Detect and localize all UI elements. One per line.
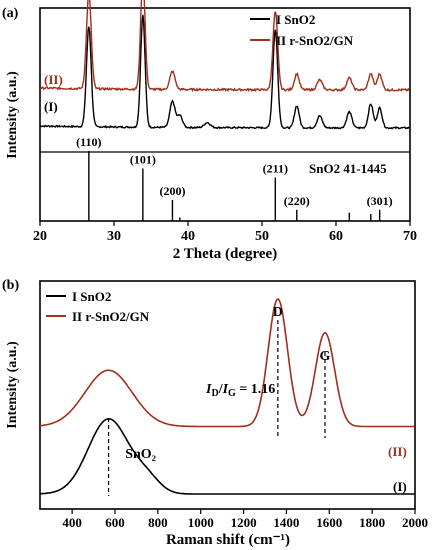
panel-a-legend: I SnO2 II r-SnO2/GN	[250, 12, 354, 48]
panel-a-x-ticks: 20 30 40 50 60 70	[33, 221, 417, 244]
curve-label-II-b: (II)	[388, 444, 407, 459]
ratio-g-sub: G	[228, 388, 236, 399]
ratio-slash: /	[218, 382, 224, 397]
legend-a-label-2: II r-SnO2/GN	[276, 33, 354, 48]
panel-b-x-axis-label: Raman shift (cm⁻¹)	[166, 532, 290, 548]
reference-hkl-label: (101)	[130, 153, 156, 167]
ratio-i-d: I	[205, 382, 212, 397]
raman-peak-label: G	[320, 349, 331, 364]
legend-a-label-1: I SnO2	[276, 12, 315, 27]
x-tick-label-a: 30	[107, 229, 121, 244]
reference-card-label: SnO2 41-1445	[309, 161, 387, 176]
x-tick-label-a: 50	[255, 229, 269, 244]
reference-hkl-label: (200)	[159, 184, 185, 198]
x-tick-label-a: 20	[33, 229, 47, 244]
ratio-d-sub: D	[211, 388, 218, 399]
curve-label-I-a: (I)	[44, 99, 58, 114]
panel-a-y-axis-label: Intensity (a.u.)	[5, 71, 20, 159]
panel-b-frame	[39, 280, 416, 510]
ratio-value: = 1.16	[236, 382, 275, 397]
x-tick-label-b: 1000	[188, 515, 214, 530]
curve-label-I-b: (I)	[393, 479, 407, 494]
ratio-i-g: I	[222, 382, 229, 397]
xrd-series-1-line	[39, 14, 410, 130]
xrd-series-2-line	[39, 0, 410, 93]
x-tick-label-b: 1200	[231, 515, 257, 530]
panel-a-series	[39, 0, 410, 130]
raman-series-2-line	[39, 298, 415, 428]
raman-peak-label: SnO₂	[125, 447, 156, 462]
panel-b-label: (b)	[2, 278, 19, 293]
panel-b-legend: I SnO2 II r-SnO2/GN	[46, 289, 150, 324]
panel-a: (a) (110) (101) (200) (211) (220) (301) 20 30 4…	[2, 0, 417, 262]
reference-hkl-label: (220)	[284, 194, 310, 208]
reference-hkl-label: (211)	[263, 162, 288, 176]
curve-label-II-a: (II)	[44, 72, 63, 87]
x-tick-label-a: 70	[403, 229, 417, 244]
x-tick-label-b: 600	[105, 515, 125, 530]
x-tick-label-b: 2000	[402, 515, 428, 530]
panel-a-reference-pattern: (110) (101) (200) (211) (220) (301)	[76, 135, 393, 221]
raman-series-1-line	[40, 418, 415, 495]
reference-hkl-label: (301)	[367, 194, 393, 208]
raman-peak-label: D	[273, 305, 283, 320]
x-tick-label-b: 1600	[316, 515, 342, 530]
legend-b-label-2: II r-SnO2/GN	[72, 309, 150, 324]
legend-b-label-1: I SnO2	[72, 289, 111, 304]
x-tick-label-a: 60	[329, 229, 343, 244]
panel-a-x-axis-label: 2 Theta (degree)	[173, 246, 277, 262]
panel-b: (b) 400 600 800 1000 1200 1400 1600 1800 2000 DG…	[2, 278, 428, 548]
reference-hkl-label: (110)	[76, 135, 101, 149]
x-tick-label-b: 400	[62, 515, 82, 530]
x-tick-label-a: 40	[181, 229, 195, 244]
panel-b-dashed-lines	[107, 320, 326, 496]
x-tick-label-b: 800	[148, 515, 168, 530]
panel-b-series	[39, 298, 415, 495]
panel-a-label: (a)	[2, 6, 19, 21]
panel-b-y-axis-label: Intensity (a.u.)	[5, 341, 20, 429]
panel-a-frame	[39, 7, 411, 222]
x-tick-label-b: 1400	[273, 515, 299, 530]
intensity-ratio-label: ID/IG = 1.16	[205, 382, 275, 399]
x-tick-label-b: 1800	[359, 515, 385, 530]
panel-b-x-ticks: 400 600 800 1000 1200 1400 1600 1800 2000	[62, 509, 428, 530]
